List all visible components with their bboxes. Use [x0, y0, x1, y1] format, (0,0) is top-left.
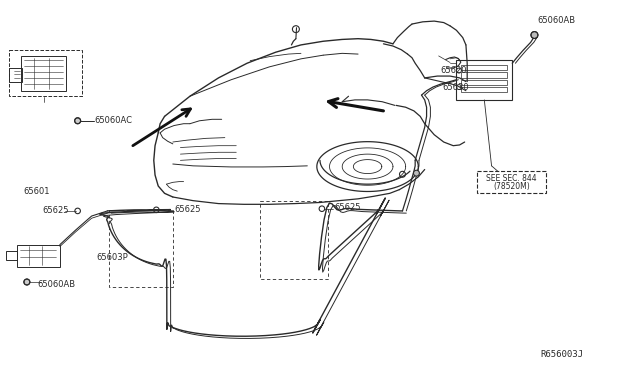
Text: R656003J: R656003J	[541, 350, 584, 359]
Text: 65625: 65625	[334, 203, 360, 212]
Circle shape	[24, 279, 30, 285]
Text: 65060AB: 65060AB	[538, 16, 576, 25]
Bar	[20, 56, 66, 91]
Circle shape	[531, 32, 538, 38]
Text: SEE SEC. 844: SEE SEC. 844	[486, 174, 537, 183]
Text: 65620: 65620	[440, 66, 467, 75]
Bar	[260, 201, 328, 279]
Bar	[109, 210, 173, 287]
Bar	[456, 60, 512, 100]
Text: 65601: 65601	[23, 187, 49, 196]
Text: 65630: 65630	[442, 83, 469, 92]
Text: (78520M): (78520M)	[493, 182, 530, 190]
Text: 65060AC: 65060AC	[95, 116, 132, 125]
Text: 65625: 65625	[42, 206, 68, 215]
Text: 65603P: 65603P	[97, 253, 129, 262]
Bar	[477, 171, 546, 193]
Bar	[461, 87, 507, 92]
Circle shape	[413, 170, 419, 176]
Circle shape	[75, 118, 81, 124]
Bar	[9, 68, 22, 82]
Bar	[461, 80, 507, 85]
Text: 65625: 65625	[174, 205, 200, 214]
Bar	[461, 65, 507, 70]
Bar	[9, 51, 82, 96]
Bar	[6, 251, 17, 260]
Bar	[461, 73, 507, 77]
Text: 65060AB: 65060AB	[38, 280, 76, 289]
Bar	[17, 245, 60, 267]
